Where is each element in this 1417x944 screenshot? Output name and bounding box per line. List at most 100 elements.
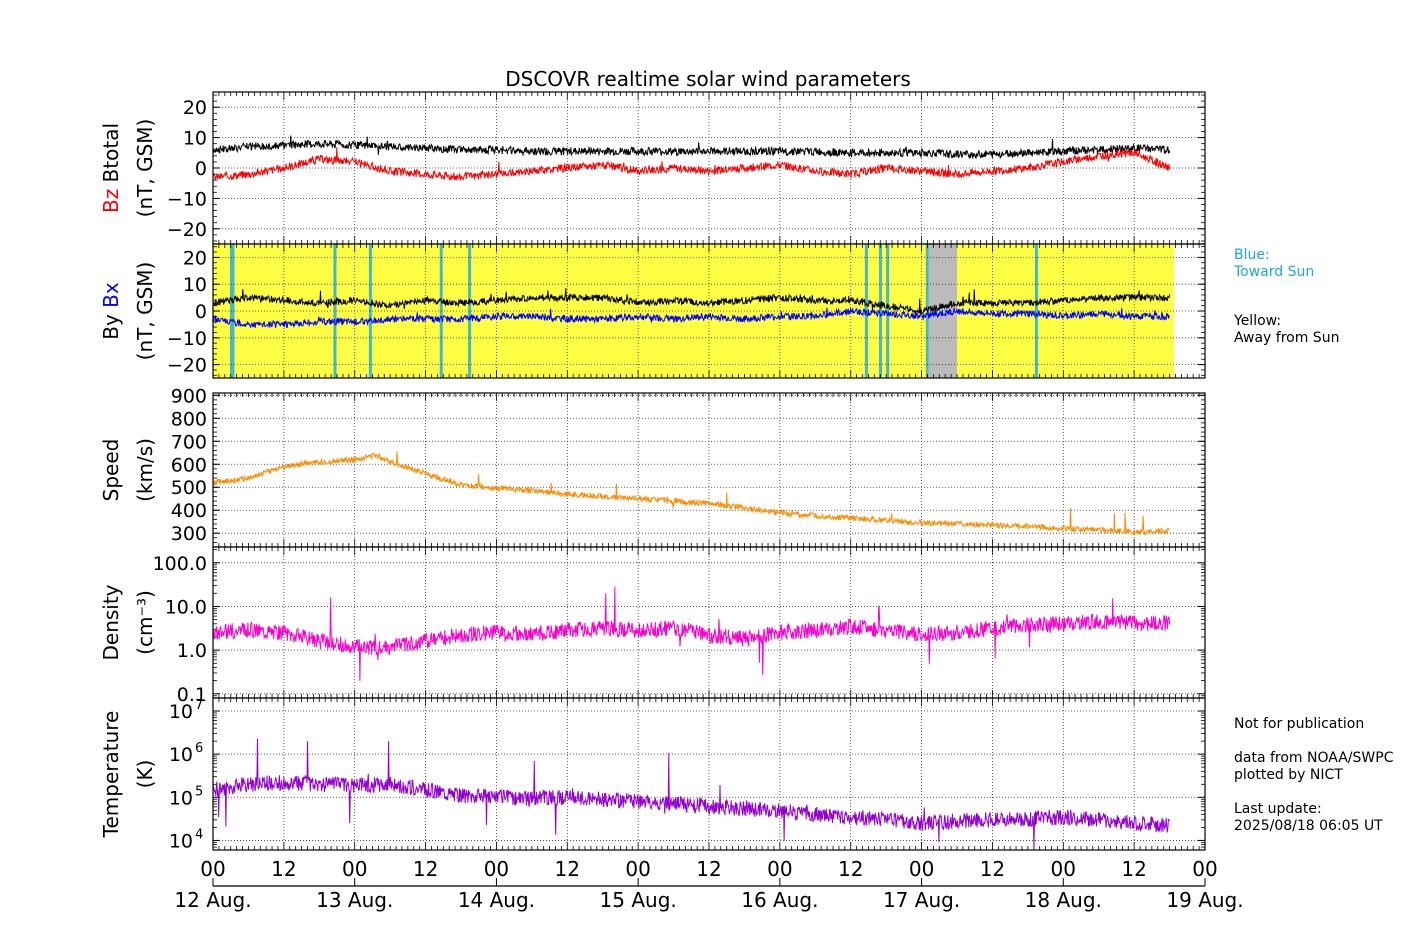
hour-tick-label-2: 00	[342, 857, 367, 881]
ytick-label-3: −10	[167, 328, 207, 350]
panel-1: 20 10 0 −10 −20 By Bx (nT, GSM)	[99, 243, 1206, 379]
ytick-label-5: 400	[171, 500, 207, 522]
toward-band-3	[368, 244, 372, 378]
ylabel-btotal: Bz	[99, 189, 123, 213]
toward-band-8	[886, 244, 890, 378]
ytick-label-2: 0	[195, 158, 207, 180]
ytick-exp-2: 5	[195, 784, 203, 799]
ylabel-units: (km/s)	[133, 438, 157, 502]
ytick-label-2: 700	[171, 431, 207, 453]
toward-band-1	[231, 244, 235, 378]
series-density-line	[213, 586, 1171, 681]
ytick-label-0: 100.0	[153, 553, 207, 575]
publication-note: Not for publication data from NOAA/SWPC …	[1234, 716, 1394, 834]
series-group-3	[213, 586, 1171, 681]
ylabel-quantity: Temperature	[99, 711, 123, 839]
away-from-sun-note: Yellow: Away from Sun	[1234, 313, 1340, 346]
hour-tick-label-14: 00	[1192, 857, 1217, 881]
hour-tick-label-3: 12	[413, 857, 438, 881]
toward-sun-note: Blue: Toward Sun	[1234, 247, 1315, 280]
ytick-label-1: 10.0	[165, 596, 207, 618]
ylabel-units: (cm⁻³)	[133, 590, 157, 655]
series-group-2	[213, 451, 1171, 536]
ylabel-quantity: Speed	[99, 439, 123, 502]
date-label-4: 16 Aug.	[741, 888, 818, 912]
date-label-1: 13 Aug.	[316, 888, 393, 912]
ylabel-units: (K)	[133, 760, 157, 789]
series-group-4	[213, 738, 1171, 850]
ytick-label-1: 10	[183, 128, 207, 150]
date-label-7: 19 Aug.	[1166, 888, 1243, 912]
ytick-label-2: 0	[195, 301, 207, 323]
panel-frame-4	[212, 697, 1206, 851]
ylabel-units: (nT, GSM)	[133, 262, 157, 361]
ytick-label-1: 800	[171, 408, 207, 430]
hour-tick-label-13: 12	[1121, 857, 1146, 881]
series-bx-line	[213, 307, 1171, 329]
ytick-label-1: 10	[183, 274, 207, 296]
series-by-line	[213, 288, 1171, 315]
ytick-exp-3: 4	[195, 827, 203, 842]
hour-tick-label-1: 12	[271, 857, 296, 881]
ytick-label-6: 300	[171, 523, 207, 545]
ytick-label-3: −10	[167, 188, 207, 210]
toward-band-5	[468, 244, 472, 378]
date-label-5: 17 Aug.	[883, 888, 960, 912]
ytick-label-3: 10	[169, 830, 193, 852]
ytick-label-4: −20	[167, 219, 207, 241]
date-label-0: 12 Aug.	[174, 888, 251, 912]
hour-tick-label-11: 12	[980, 857, 1005, 881]
hour-tick-label-4: 00	[484, 857, 509, 881]
hour-tick-label-10: 00	[909, 857, 934, 881]
series-bz-line	[213, 147, 1171, 182]
hour-tick-label-5: 12	[555, 857, 580, 881]
toward-band-10	[1034, 244, 1038, 378]
hour-tick-label-7: 12	[696, 857, 721, 881]
panels-group: 20 10 0 −10 −20 Bz Btotal (nT, GSM) 20 10 0 −10 −20…	[99, 91, 1206, 852]
chart-title: DSCOVR realtime solar wind parameters	[505, 67, 911, 91]
ylabel-bz: Btotal	[99, 123, 123, 189]
ytick-label-0: 20	[183, 247, 207, 269]
ylabel-quantity: Density	[99, 584, 123, 660]
ytick-label-1: 10	[169, 744, 193, 766]
ytick-exp-1: 6	[195, 741, 203, 756]
ylabel-by: By	[99, 308, 123, 340]
ytick-label-2: 10	[169, 787, 193, 809]
hour-tick-label-6: 00	[625, 857, 650, 881]
panel-0: 20 10 0 −10 −20 Bz Btotal (nT, GSM)	[99, 91, 1206, 245]
ytick-label-4: 500	[171, 477, 207, 499]
ytick-exp-0: 7	[195, 698, 203, 713]
date-label-3: 15 Aug.	[600, 888, 677, 912]
ytick-label-3: 0.1	[177, 684, 207, 706]
hour-tick-label-12: 00	[1051, 857, 1076, 881]
panel-frame-2	[212, 392, 1206, 548]
series-group-0	[213, 135, 1171, 182]
panel-frame-1	[212, 243, 1206, 379]
ytick-label-4: −20	[167, 355, 207, 377]
date-label-6: 18 Aug.	[1025, 888, 1102, 912]
ylabel-components: Bz Btotal	[99, 123, 123, 213]
time-axis: 00 12 00 12 00 12 00 12 00 12 00 12 00 12 00 12 Aug. 13 …	[174, 857, 1243, 912]
panel-3: 100.0 10.0 1.0 0.1 Density (cm⁻³)	[99, 546, 1206, 706]
hour-tick-label-9: 12	[838, 857, 863, 881]
date-label-2: 14 Aug.	[458, 888, 535, 912]
toward-band-2	[333, 244, 337, 378]
ylabel-components: By Bx	[99, 282, 123, 340]
series-temperature-line	[213, 738, 1171, 850]
ylabel-bx: Bx	[99, 282, 123, 308]
ytick-label-2: 1.0	[177, 640, 207, 662]
hour-tick-label-0: 00	[200, 857, 225, 881]
ytick-label-3: 600	[171, 454, 207, 476]
series-speed-line	[213, 451, 1171, 536]
series-btotal-line	[213, 135, 1171, 160]
ylabel-units: (nT, GSM)	[133, 119, 157, 218]
ytick-label-0: 900	[171, 385, 207, 407]
series-group-1	[213, 288, 1171, 329]
ytick-label-0: 20	[183, 97, 207, 119]
ytick-label-0: 10	[169, 701, 193, 723]
toward-band-7	[879, 244, 883, 378]
hour-tick-label-8: 00	[767, 857, 792, 881]
